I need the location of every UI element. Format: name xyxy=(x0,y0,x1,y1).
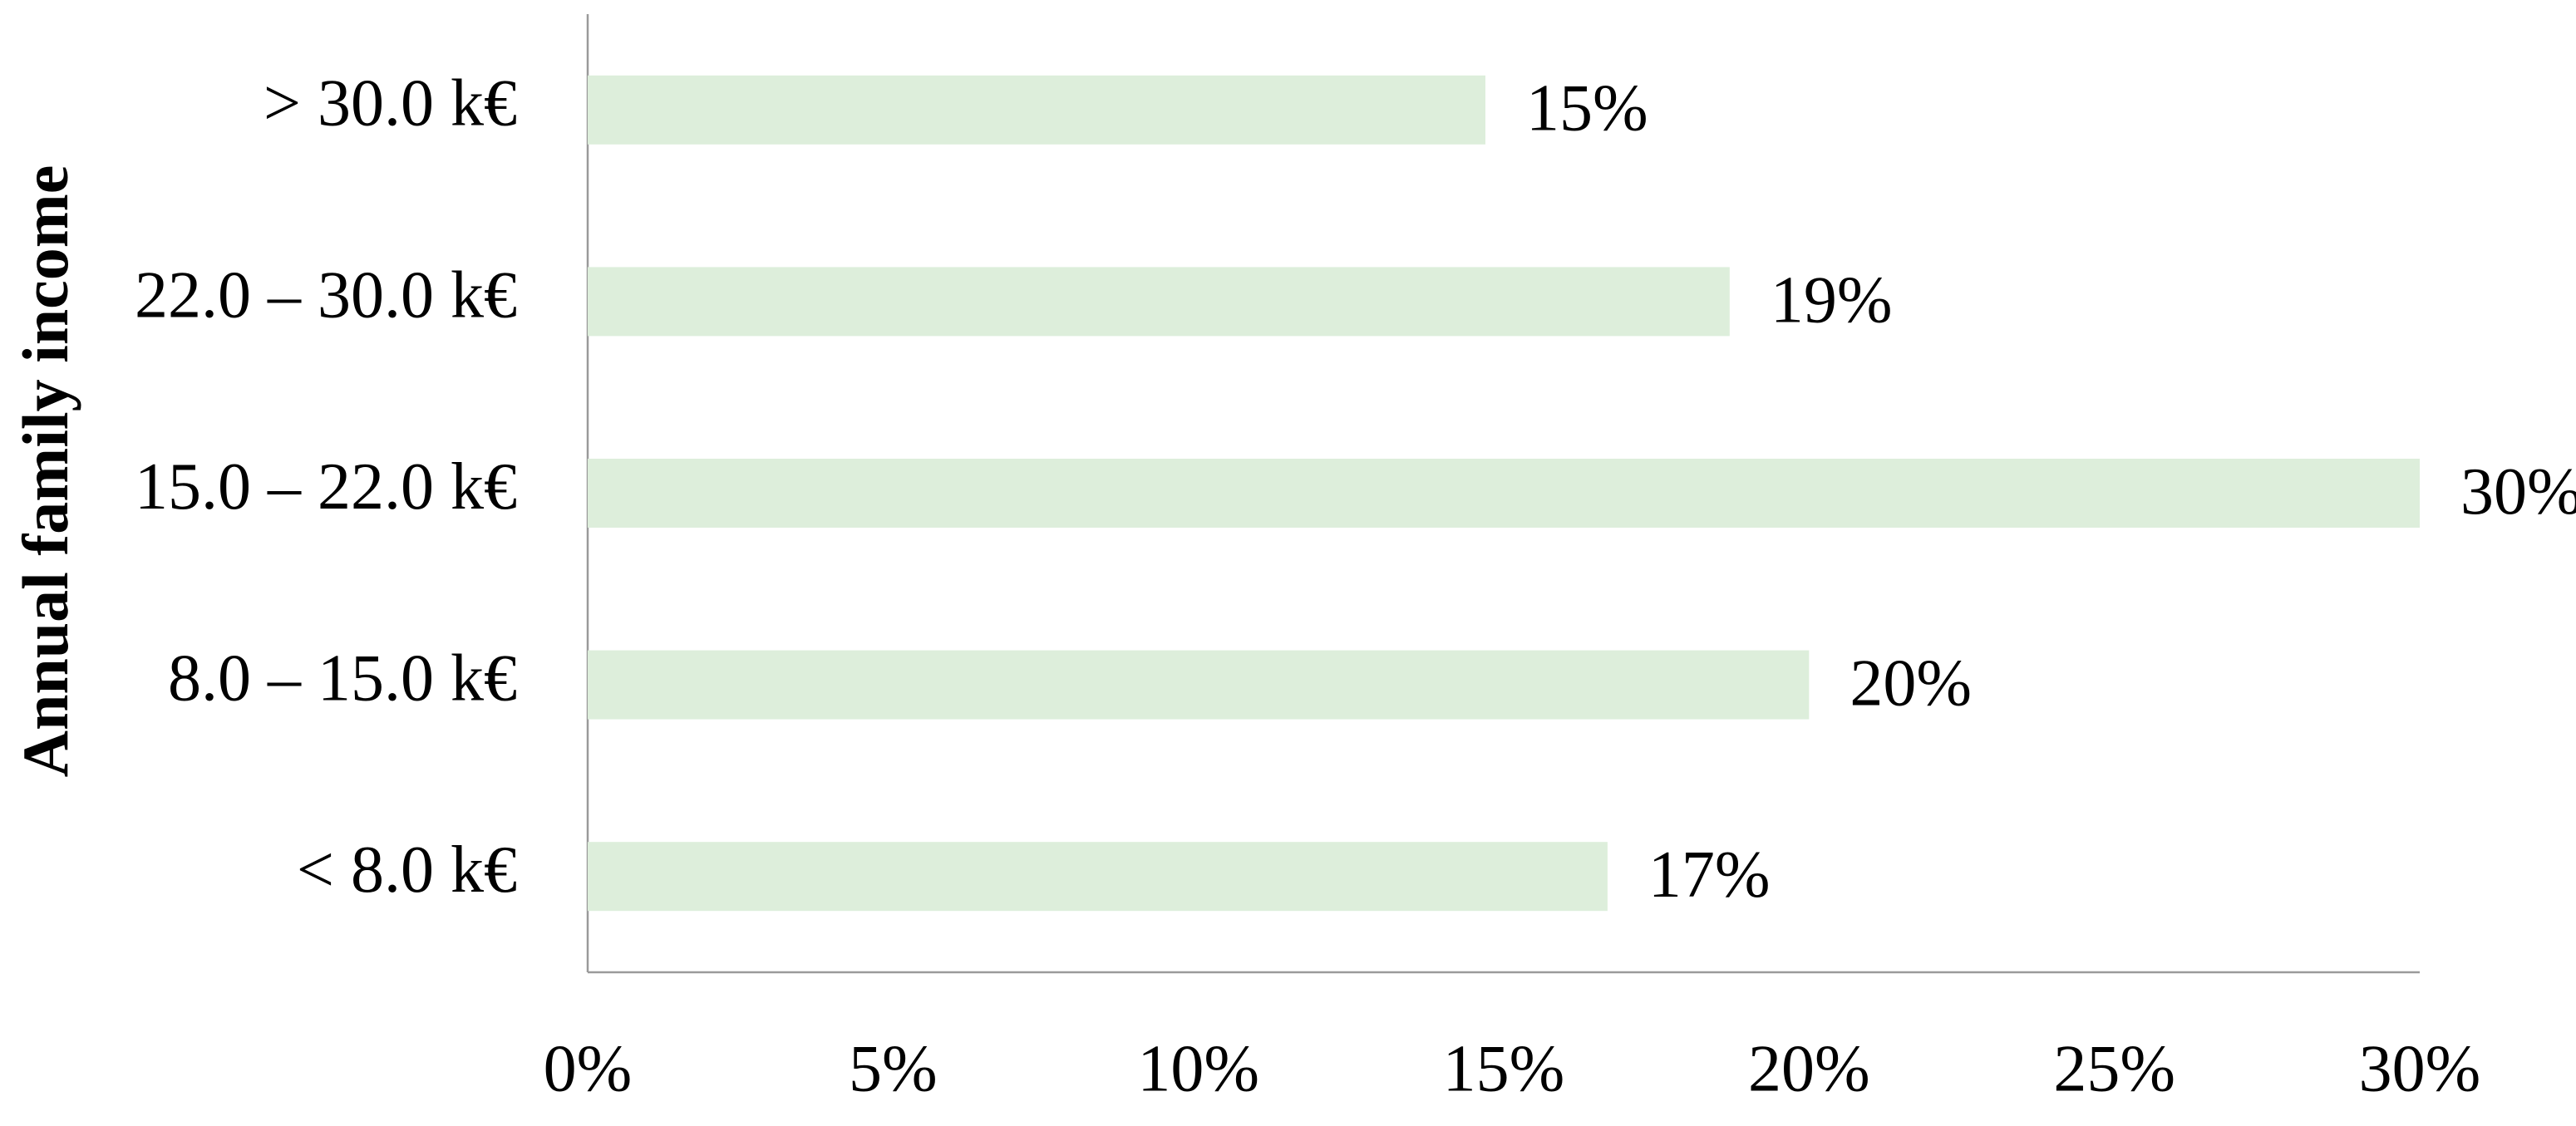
y-tick-label: 8.0 – 15.0 k€ xyxy=(168,642,517,715)
x-tick-label: 25% xyxy=(2053,1032,2175,1105)
x-tick-label: 5% xyxy=(849,1032,938,1105)
x-tick-label: 20% xyxy=(1748,1032,1870,1105)
x-tick-label: 15% xyxy=(1443,1032,1565,1105)
y-tick-label: 22.0 – 30.0 k€ xyxy=(135,258,517,332)
x-tick-label: 0% xyxy=(544,1032,633,1105)
y-tick-label: < 8.0 k€ xyxy=(297,833,517,907)
value-label: 30% xyxy=(2460,455,2576,529)
value-label: 20% xyxy=(1849,647,1972,720)
x-tick-label: 30% xyxy=(2359,1032,2481,1105)
y-axis-title: Annual family income xyxy=(9,165,81,778)
x-tick-label: 10% xyxy=(1137,1032,1259,1105)
bar xyxy=(588,459,2420,528)
value-label: 15% xyxy=(1526,72,1648,145)
y-tick-label: 15.0 – 22.0 k€ xyxy=(135,450,517,524)
value-label: 19% xyxy=(1771,263,1893,337)
bar xyxy=(588,267,1730,337)
bar xyxy=(588,842,1608,912)
y-tick-label: > 30.0 k€ xyxy=(264,67,517,140)
bar xyxy=(588,75,1485,145)
value-label: 17% xyxy=(1648,838,1771,912)
bar xyxy=(588,650,1810,720)
